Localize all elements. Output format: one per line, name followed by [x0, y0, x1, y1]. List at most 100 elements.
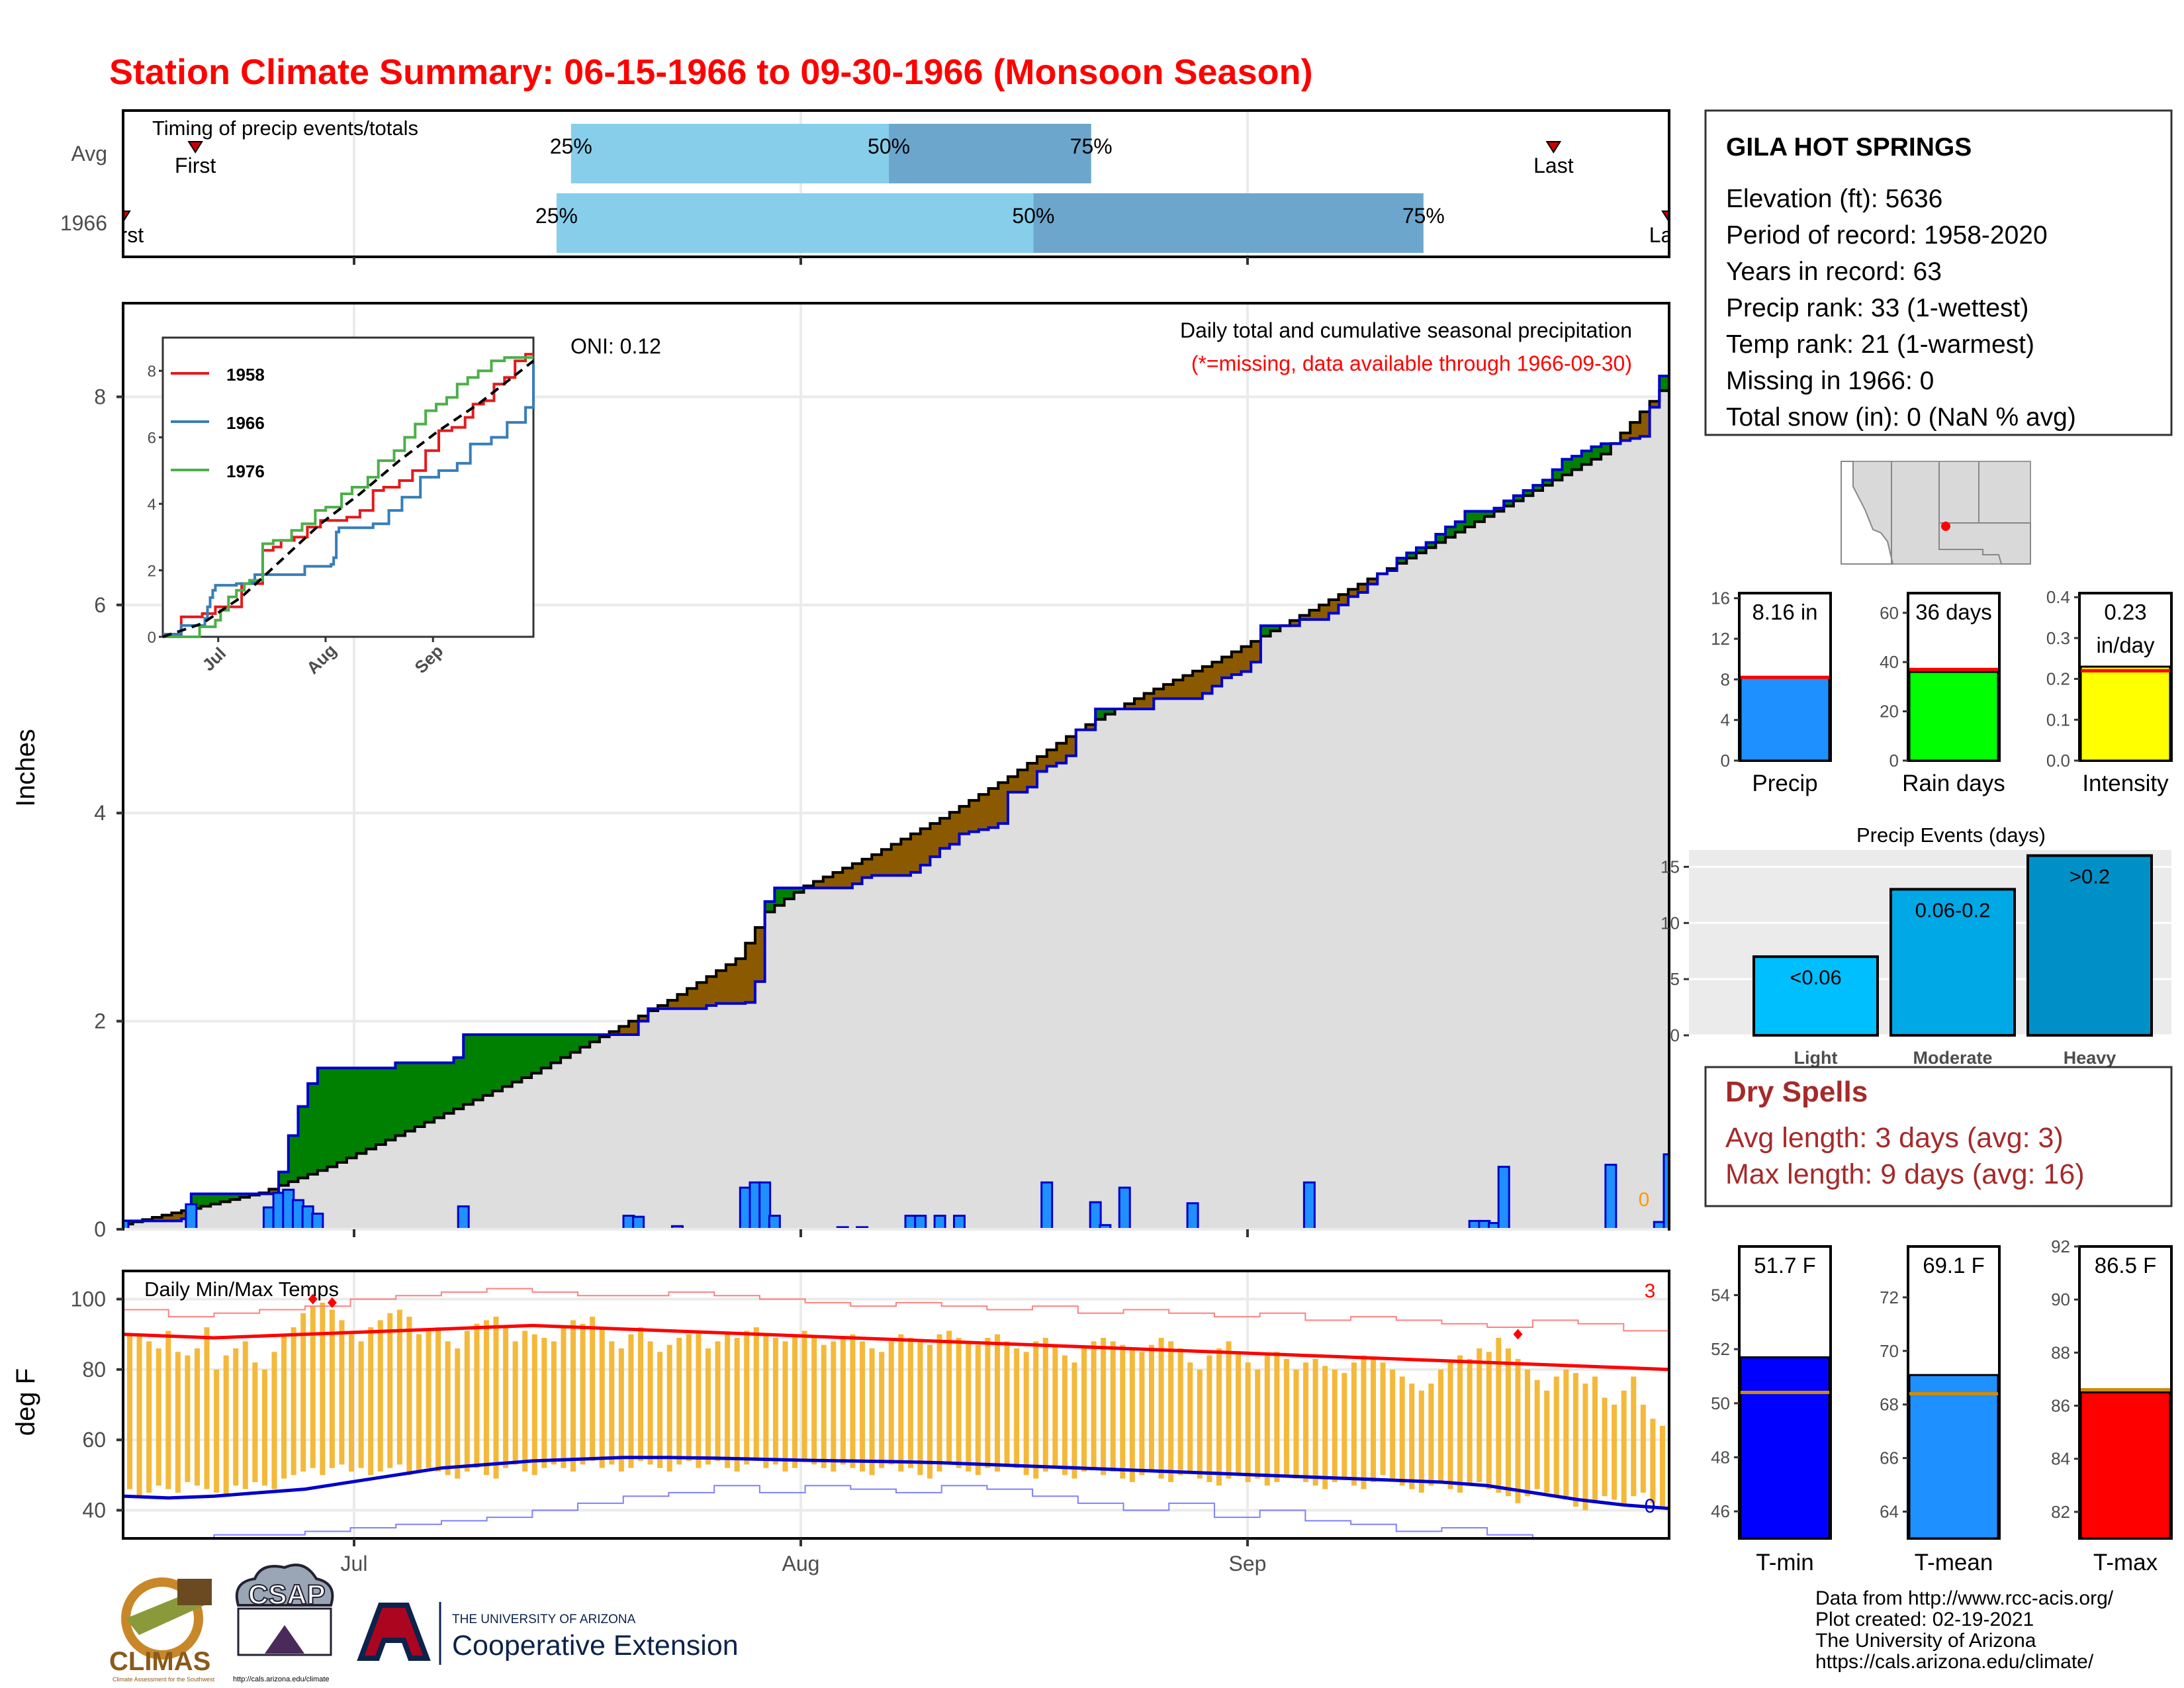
surplus-band [774, 888, 785, 906]
daily-temp-range-bar [907, 1338, 913, 1468]
events-ytick-label: 0 [1670, 1025, 1680, 1045]
daily-temp-range-bar [676, 1338, 682, 1465]
deficit-band [813, 881, 824, 888]
daily-temp-range-bar [570, 1320, 576, 1472]
daily-temp-range-bar [1621, 1390, 1627, 1503]
deficit-band [901, 839, 911, 876]
daily-temp-range-bar [1380, 1362, 1386, 1476]
station-line-6: Total snow (in): 0 (NaN % avg) [1726, 403, 2076, 432]
precip-subtitle: (*=missing, data available through 1966-… [1191, 352, 1632, 375]
summary-ytick-label: 52 [1711, 1339, 1730, 1359]
deficit-band [852, 863, 863, 884]
month-tick-jul: Jul [341, 1552, 368, 1575]
csap-logo: CSAP http://cals.arizona.edu/climate [233, 1564, 334, 1683]
daily-precip-bar [124, 1219, 130, 1228]
timing-0-q2-box [889, 124, 1091, 183]
surplus-band [1659, 376, 1668, 391]
deficit-band [988, 788, 999, 828]
deficit-band [619, 1026, 629, 1035]
daily-temp-range-bar [1110, 1341, 1116, 1472]
daily-temp-range-bar [1496, 1338, 1502, 1493]
daily-temp-range-bar [377, 1320, 383, 1472]
summary-ytick-label: 66 [1880, 1448, 1899, 1468]
daily-temp-range-bar [744, 1331, 750, 1465]
daily-temp-range-bar [1303, 1362, 1309, 1482]
deficit-band [152, 1217, 163, 1221]
daily-temp-range-bar [1640, 1405, 1646, 1493]
daily-temp-range-bar [1418, 1390, 1424, 1493]
daily-temp-range-bar [1505, 1348, 1511, 1497]
precip-event-bar [1889, 888, 2016, 1037]
daily-temp-range-bar [1515, 1358, 1521, 1503]
daily-temp-range-bar [1447, 1362, 1453, 1489]
daily-temp-range-bar [1264, 1355, 1270, 1486]
surplus-band [1435, 534, 1446, 543]
temp-ytick-label: 40 [82, 1498, 106, 1522]
daily-temp-range-bar [1361, 1355, 1367, 1489]
timing-1-q1-box [556, 193, 1034, 253]
surplus-band [590, 1035, 600, 1043]
daily-temp-range-bar [956, 1338, 962, 1468]
daily-temp-range-bar [1332, 1369, 1338, 1482]
surplus-band [1416, 547, 1427, 553]
daily-temp-range-bar [1033, 1341, 1039, 1479]
deficit-band [1066, 736, 1077, 756]
surplus-band [1260, 626, 1271, 637]
daily-temp-range-bar [599, 1327, 605, 1468]
surplus-band [240, 1194, 250, 1197]
daily-temp-range-bar [994, 1334, 1000, 1472]
ua-logo-small-text: THE UNIVERSITY OF ARIZONA [452, 1613, 636, 1626]
daily-temp-range-bar [715, 1341, 721, 1462]
surplus-band [1543, 480, 1553, 486]
daily-temp-range-bar [1052, 1344, 1058, 1468]
daily-temp-range-bar [1437, 1369, 1443, 1482]
daily-temp-range-bar [860, 1341, 866, 1472]
precip-end-marker: 0 [1639, 1189, 1650, 1211]
summary-category-label: T-min [1756, 1550, 1814, 1575]
surplus-band [395, 1062, 406, 1136]
deficit-band [745, 943, 756, 1003]
station-name: GILA HOT SPRINGS [1726, 133, 1972, 162]
climas-logo-subtext: Climate Assessment for the Southwest [113, 1676, 215, 1683]
surplus-band [1426, 542, 1436, 548]
precip-panel: 0 2 4 6 8 Inches Daily total and cumulative … [11, 302, 1670, 1241]
daily-precip-bar [1089, 1201, 1102, 1228]
summary-ytick-label: 86 [2051, 1396, 2070, 1416]
daily-temp-range-bar [1274, 1352, 1280, 1482]
deficit-band [161, 1215, 172, 1221]
legend-label-1966: 1966 [226, 413, 265, 433]
summary-ytick-label: 0.1 [2046, 710, 2070, 729]
daily-temp-range-bar [1023, 1352, 1029, 1476]
daily-temp-range-bar [782, 1341, 788, 1472]
page-title: Station Climate Summary: 06-15-1966 to 0… [109, 52, 1313, 92]
daily-temp-range-bar [156, 1348, 161, 1486]
daily-temp-range-bar [531, 1334, 537, 1476]
average-cumulative-line [124, 380, 1668, 1226]
temp-ytick-label: 60 [82, 1428, 106, 1452]
summary-ytick-label: 16 [1711, 588, 1730, 608]
deficit-band [978, 794, 989, 830]
daily-temp-range-bar [1631, 1376, 1637, 1497]
deficit-band [872, 855, 882, 876]
deficit-band [969, 800, 979, 832]
timing-panel: 25% 50% 75% First Last 25% 50% 75% First Last Tim… [60, 109, 1670, 265]
daily-precip-bar [952, 1215, 966, 1228]
daily-precip-bar [1186, 1202, 1199, 1228]
university-of-arizona-logo: THE UNIVERSITY OF ARIZONA Cooperative Ex… [357, 1602, 739, 1665]
daily-temp-range-bar [165, 1331, 171, 1489]
daily-temp-range-bar [1081, 1348, 1087, 1472]
daily-temp-range-bar [1187, 1362, 1193, 1472]
summary-rain-days: 0 20 40 60 36 days Rain days [1880, 592, 2005, 796]
daily-temp-range-bar [840, 1338, 846, 1465]
daily-temp-range-bar [1477, 1348, 1482, 1482]
daily-precip-bar [1302, 1181, 1316, 1228]
surplus-band [1581, 451, 1592, 465]
daily-temp-range-bar [936, 1334, 942, 1472]
deficit-band [911, 833, 921, 872]
surplus-band [1270, 626, 1281, 632]
daily-temp-range-bar [1158, 1338, 1164, 1479]
legend-label-1958: 1958 [226, 365, 265, 385]
daily-temp-range-bar [1216, 1348, 1222, 1486]
daily-temp-range-bar [618, 1348, 624, 1472]
timing-0-q75-label: 75% [1070, 134, 1113, 158]
